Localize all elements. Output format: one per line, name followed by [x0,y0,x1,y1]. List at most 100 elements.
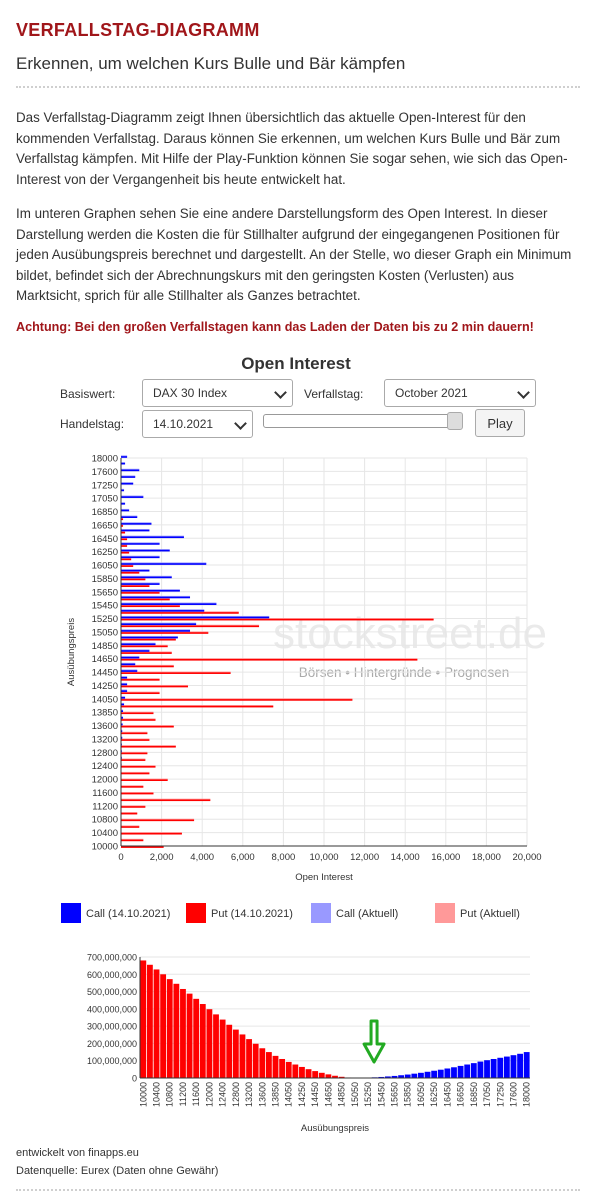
cost-bar [404,1074,411,1078]
put-bar [121,531,126,534]
x-tick-label: 18000 [522,1082,532,1107]
y-tick-label: 16650 [92,520,118,531]
cost-bar [418,1072,424,1078]
put-current-bar [121,664,174,667]
cost-bar [305,1069,312,1078]
y-tick-label: 400,000,000 [87,1004,137,1014]
cost-bar [497,1057,504,1078]
cost-bar [147,964,153,1078]
call-current-bar [121,575,172,578]
minimum-arrow-icon [362,1019,386,1064]
cost-bar [226,1024,233,1078]
put-bar [121,525,124,527]
arrow-shape [362,1019,386,1064]
legend-label: Put (14.10.2021) [211,908,293,920]
y-tick-label: 15850 [92,574,118,585]
call-current-bar [121,636,178,638]
put-bar [121,618,434,621]
chevron-down-icon [234,417,247,430]
call-bar [121,616,270,619]
x-tick-label: 14450 [310,1082,320,1107]
call-current-bar [121,595,191,598]
call-current-bar [121,528,150,531]
put-bar [121,826,140,828]
cost-bar [411,1073,418,1078]
x-tick-label: 14050 [284,1082,294,1107]
put-bar [121,598,170,601]
put-bar [121,545,128,547]
put-bar [121,605,180,608]
call-current-bar [121,482,134,484]
date-slider[interactable] [263,412,463,430]
cost-bar [510,1055,517,1078]
put-bar [121,759,146,761]
cost-bar [292,1064,299,1078]
y-tick-label: 100,000,000 [87,1056,137,1066]
y-tick-label: 16050 [92,561,118,572]
put-bar [121,739,150,741]
call-current-bar [121,615,270,618]
verfallstag-value: October 2021 [395,386,468,400]
y-tick-label: 13850 [92,708,118,719]
call-bar [121,630,191,632]
call-bar [121,529,150,532]
call-current-bar [121,582,160,585]
x-tick-label: 16050 [416,1082,426,1107]
call-current-bar [121,555,160,558]
call-current-bar [121,455,128,457]
cost-bar [160,974,167,1078]
call-bar [121,509,130,512]
call-current-bar [121,549,170,551]
x-axis-label: Ausübungspreis [301,1123,369,1134]
cost-bar [180,988,186,1078]
call-bar [121,656,140,659]
put-bar [121,812,138,815]
put-bar [121,779,168,782]
legend-label: Call (14.10.2021) [86,908,171,920]
call-bar [121,523,152,525]
y-tick-label: 200,000,000 [87,1039,137,1049]
basiswert-label: Basiswert: [60,387,116,401]
legend-swatch [435,903,455,923]
call-current-bar [121,468,140,471]
call-bar [121,683,128,686]
put-bar [121,572,140,574]
put-bar [121,592,160,594]
slider-handle[interactable] [447,412,463,430]
cost-bar [464,1064,471,1078]
put-bar [121,585,150,588]
call-bar [121,556,160,559]
handelstag-select[interactable]: 14.10.2021 [142,410,253,438]
call-current-bar [121,535,184,538]
call-bar [121,476,136,478]
basiswert-select[interactable]: DAX 30 Index [142,379,293,407]
call-bar [121,643,156,646]
cost-bar [444,1068,451,1078]
put-bar [121,672,231,674]
call-bar [121,549,170,552]
call-current-bar [121,488,125,491]
y-tick-label: 12800 [92,748,118,759]
y-tick-label: 14450 [92,668,118,679]
cost-bar [279,1058,286,1078]
call-current-bar [121,736,123,738]
y-tick-label: 11200 [92,801,118,812]
play-button[interactable]: Play [475,409,525,437]
x-tick-label: 14650 [323,1082,333,1107]
put-bar [121,565,134,567]
cost-bar [252,1043,259,1078]
put-current-bar [121,658,418,660]
put-bar [121,699,353,701]
put-current-bar [121,631,209,634]
cost-bar [246,1039,252,1078]
cost-bar [391,1075,398,1078]
call-bar [121,650,150,652]
chart-title: Open Interest [241,354,351,373]
cost-bar [477,1061,484,1078]
call-bar [121,636,178,639]
y-tick-label: 15650 [92,587,118,598]
cost-bar [213,1014,219,1078]
cost-bar [318,1072,325,1078]
verfallstag-select[interactable]: October 2021 [384,379,536,407]
call-current-bar [121,508,130,511]
